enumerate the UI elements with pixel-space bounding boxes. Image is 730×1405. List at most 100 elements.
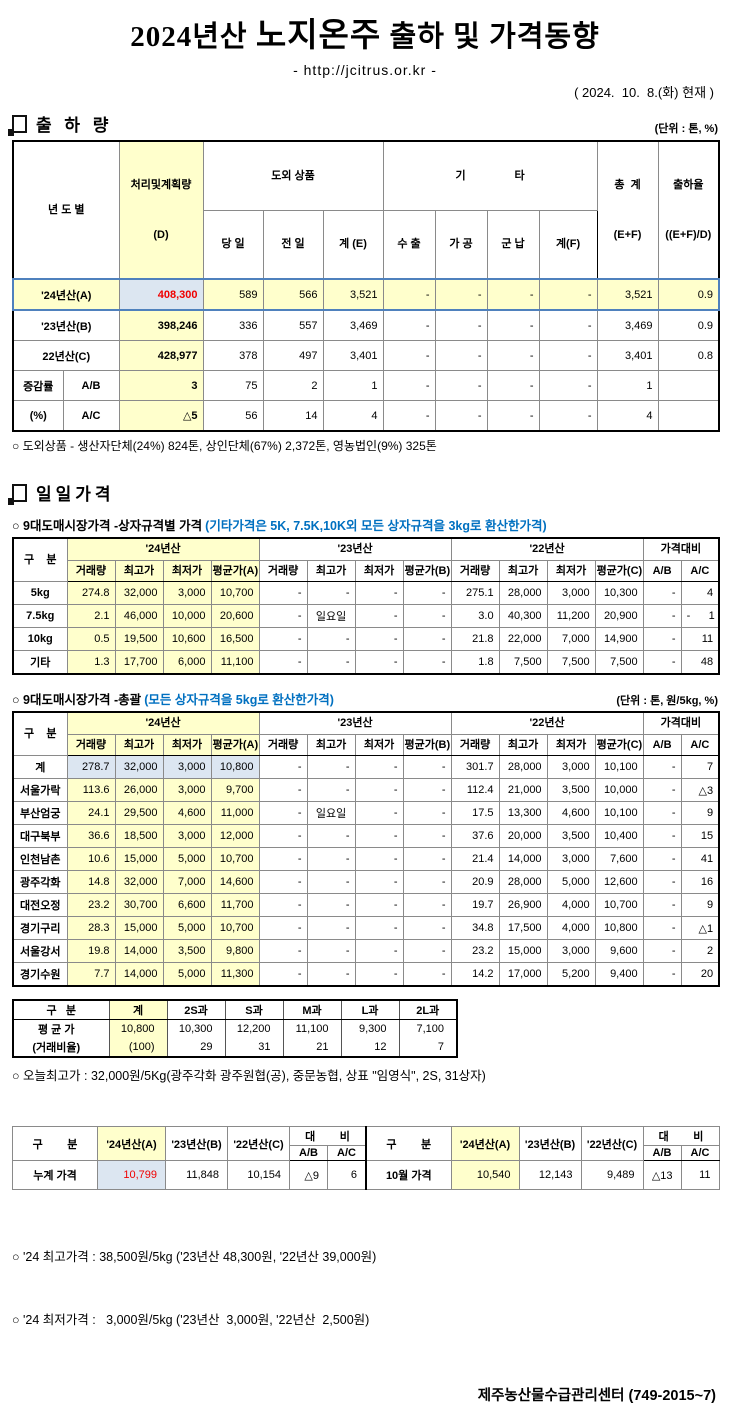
table-row: '24년산(A) 408,300 589 566 3,521- - - -3,521 0.9 [11,278,721,311]
table-row: 대전오정 23.2 30,700 6,600 11,700- - - -19.7 26,900 4… [12,893,720,917]
table-cell: 20,000 [498,824,548,848]
table-cell: 557 [262,309,324,341]
max-price-note: ○ '24 최고가격 : 38,500원/5kg ('23년산 48,300원,… [12,1249,377,1264]
value-ac: 6 [326,1160,367,1190]
by-size-table-body: 5kg 274.8 32,000 3,000 10,700- - - -275.1 28,000… [12,581,720,675]
table-cell: - [538,278,598,311]
table-cell: 7,500 [498,650,548,675]
table-cell: 5,000 [162,962,212,987]
square-bullet-icon [8,483,27,505]
table-cell: 10,700 [594,893,644,917]
by-size-subtitle-row: ○ 9대도매시장가격 -상자규격별 가격 (기타가격은 5K, 7.5K,10K… [12,515,718,534]
col-ship-rate: 출하율 ((E+F)/D) [657,140,720,280]
col-2022c: '22년산(C) [227,1126,290,1161]
group-price-ratio: 가격대비 [642,537,720,561]
table-cell: 3,521 [596,278,659,311]
table-cell: '24년산(A) [11,278,120,311]
table-cell: 378 [202,340,264,371]
col-2s: 2S과 [166,999,226,1020]
table-cell: - [258,916,308,940]
table-cell: 16 [680,870,720,894]
col-low: 최저가 [354,733,404,756]
table-cell: 9,400 [594,962,644,987]
table-cell: - [402,778,452,802]
col-low: 최저가 [162,559,212,582]
table-cell: 9 [680,801,720,825]
table-cell: 32,000 [114,581,164,605]
overall-unit-label: (단위 : 톤, 원/5kg, %) [616,695,718,707]
table-cell: 11,100 [282,1019,342,1038]
group-2023: '23년산 [258,537,452,561]
table-cell: 336 [202,309,264,341]
table-cell: 589 [202,278,264,311]
table-cell: 10,800 [594,916,644,940]
table-cell: 0.5 [66,627,116,651]
col-sum-e: 계 (E) [322,209,384,280]
table-cell: 3,500 [546,778,596,802]
site-url: - http://jcitrus.or.kr - [293,62,437,78]
table-cell: 3,000 [546,939,596,963]
col-ab: A/B [642,559,682,582]
table-cell: 10,000 [162,604,212,628]
shipment-header-row-1: 년 도 별 처리및계획량 (D) 도외 상품 기 타 총 계 (E+F) 출하율… [12,140,720,280]
title-suffix: 출하 및 가격동향 [381,21,600,53]
col-military: 군 납 [486,209,540,280]
size-summary-header-row: 구 분 계 2S과 S과 M과 L과 2L과 [12,999,458,1020]
table-cell: - [354,778,404,802]
table-cell: 11,200 [546,604,596,628]
table-cell: 12,600 [594,870,644,894]
table-cell: - [538,370,598,401]
col-export: 수 출 [382,209,436,280]
table-cell: - [642,627,682,651]
group-outside-product: 도외 상품 [202,140,384,211]
table-cell: 31 [224,1038,284,1058]
table-cell: - [354,939,404,963]
col-volume: 거래량 [450,733,500,756]
col-gubun: 구 분 [12,1126,98,1161]
col-processing: 가 공 [434,209,488,280]
col-rate-line1: 출하율 [673,179,704,191]
table-cell: 10.6 [66,847,116,871]
col-2l: 2L과 [398,999,458,1020]
table-cell: 일요일 [306,604,356,628]
table-cell: - [306,939,356,963]
table-cell: - [642,893,682,917]
table-cell: 21,000 [498,778,548,802]
table-row: 10kg 0.5 19,500 10,600 16,500- - - -21.8 22,000 7… [12,627,720,651]
table-cell: 경기수원 [12,962,68,987]
table-cell: 7 [680,755,720,779]
table-cell: - [382,340,436,371]
table-cell: 46,000 [114,604,164,628]
table-row: 기타 1.3 17,700 6,000 11,100- - - -1.8 7,500 7,500 7… [12,650,720,675]
col-plan-line1: 처리및계획량 [130,179,192,191]
table-cell: 평 균 가 [12,1019,110,1038]
table-cell: 20,600 [210,604,260,628]
table-cell: - [402,755,452,779]
cumulative-price-table: 구 분 '24년산(A) '23년산(B) '22년산(C) 대 비 A/B A… [12,1126,367,1190]
group-2023: '23년산 [258,711,452,735]
table-cell: 15,000 [498,939,548,963]
table-cell: 1.8 [450,650,500,675]
table-cell: 408,300 [118,278,204,311]
table-cell: 광주각화 [12,870,68,894]
table-cell: 29 [166,1038,226,1058]
col-m: M과 [282,999,342,1020]
table-cell: 15 [680,824,720,848]
table-cell: - [258,962,308,987]
table-cell: 0.8 [657,340,720,371]
table-cell: 0.9 [657,278,721,311]
table-cell: 5kg [12,581,68,605]
table-cell: - [354,650,404,675]
table-cell: - [382,400,436,432]
table-cell: 10,100 [594,801,644,825]
shipment-title-text: 출 하 량 [36,116,113,135]
col-2023b: '23년산(B) [518,1126,582,1161]
table-cell: 1.3 [66,650,116,675]
table-cell: 11 [680,627,720,651]
value-2024: 10,799 [97,1160,166,1190]
col-avg-b: 평균가(B) [402,733,452,756]
table-cell: - [486,278,540,311]
table-cell: 17,000 [498,962,548,987]
table-cell: 3.0 [450,604,500,628]
table-cell: - [642,847,682,871]
